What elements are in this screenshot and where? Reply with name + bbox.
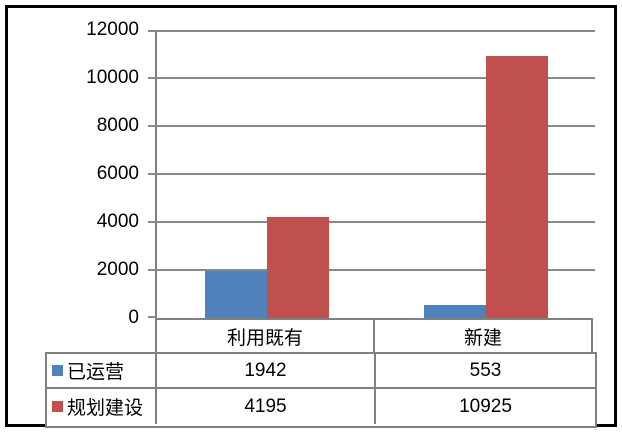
- y-tick-mark: [148, 30, 157, 32]
- category-axis-row: 利用既有 新建: [155, 318, 593, 352]
- table-value-cell: 10925: [459, 395, 512, 417]
- data-table: 已运营 1942 553 规划建设 4195 10925: [45, 352, 597, 428]
- y-tick-label: 4000: [96, 211, 139, 232]
- legend-swatch-已运营: [52, 365, 63, 376]
- legend-swatch-规划建设: [52, 401, 63, 412]
- y-tick-mark: [148, 316, 157, 318]
- table-value-cell: 1942: [157, 354, 376, 389]
- gridline: [157, 77, 595, 79]
- y-axis-labels: 0 2000 4000 6000 8000 10000 12000: [8, 19, 139, 328]
- gridline: [157, 221, 595, 223]
- y-tick-label: 2000: [96, 259, 139, 280]
- y-tick-mark: [148, 77, 157, 79]
- y-tick-mark: [148, 125, 157, 127]
- legend-cell-已运营: 已运营: [47, 354, 157, 389]
- y-tick-mark: [148, 221, 157, 223]
- plot-area: [148, 30, 595, 318]
- gridline: [157, 269, 595, 271]
- gridline: [157, 125, 595, 127]
- bar-规划建设-新建: [486, 56, 548, 318]
- chart-border-frame: 0 2000 4000 6000 8000 10000 12000 利用既有 新建 已运营 19…: [5, 5, 617, 428]
- category-label-2: 新建: [373, 320, 591, 352]
- chart-canvas: 0 2000 4000 6000 8000 10000 12000 利用既有 新建 已运营 19…: [8, 8, 614, 428]
- bar-规划建设-利用既有: [267, 217, 329, 318]
- y-tick-label: 8000: [96, 115, 139, 136]
- legend-label: 已运营: [67, 362, 125, 383]
- y-tick-mark: [148, 173, 157, 175]
- table-value-cell: 4195: [157, 389, 376, 424]
- y-tick-mark: [148, 269, 157, 271]
- y-tick-label: 0: [128, 307, 139, 328]
- legend-label: 规划建设: [67, 398, 144, 419]
- bar-已运营-新建: [424, 305, 486, 318]
- y-tick-label: 10000: [86, 67, 139, 88]
- gridline: [157, 173, 595, 175]
- y-tick-label: 6000: [96, 163, 139, 184]
- bar-已运营-利用既有: [205, 271, 267, 318]
- y-tick-label: 12000: [86, 19, 139, 40]
- category-label-1: 利用既有: [226, 327, 303, 349]
- gridline: [157, 30, 595, 32]
- legend-cell-规划建设: 规划建设: [47, 389, 157, 424]
- table-value-cell: 553: [376, 354, 595, 389]
